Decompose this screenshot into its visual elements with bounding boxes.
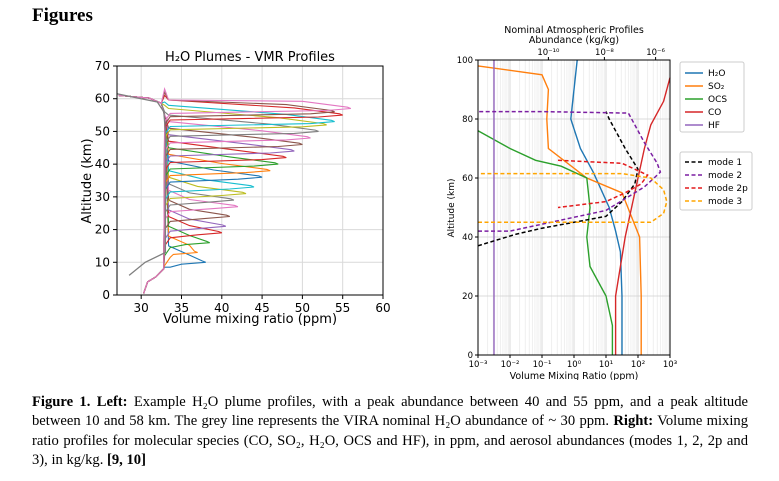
aerosol-mode-3 <box>478 172 668 224</box>
caption-right-text: Volume mixing ratio profiles for molecul… <box>32 413 748 468</box>
mode-legend-label: mode 2 <box>708 171 742 181</box>
gas-profile-co <box>614 77 671 355</box>
gas-legend: H₂O SO₂ OCS CO HF <box>679 61 745 133</box>
left-x-tick-label: 35 <box>174 301 189 315</box>
left-y-tick-label: 10 <box>95 255 110 269</box>
caption-fig-label: Figure 1. <box>32 394 91 410</box>
right-top-tick-label: 10⁻⁶ <box>646 48 665 58</box>
left-x-tick-label: 50 <box>295 301 310 315</box>
left-y-tick-label: 20 <box>95 223 110 237</box>
right-y-axis-label: Altitude (km) <box>447 178 457 237</box>
right-x-tick-label: 10⁻³ <box>469 360 488 370</box>
left-plot-frame <box>116 65 384 296</box>
gas-legend-label: HF <box>708 121 720 131</box>
left-x-tick-label: 60 <box>375 301 390 315</box>
right-y-tick-label: 60 <box>462 174 473 184</box>
left-y-tick-label: 40 <box>95 157 110 171</box>
left-y-tick-label: 50 <box>95 124 110 138</box>
left-y-tick-label: 30 <box>95 190 110 204</box>
left-x-tick-label: 55 <box>335 301 350 315</box>
left-x-axis-label: Volume mixing ratio (ppm) <box>163 312 337 327</box>
right-top-tick-label: 10⁻¹⁰ <box>537 48 560 58</box>
right-x-tick-label: 10⁰ <box>567 360 582 370</box>
mode-legend: mode 1 mode 2 mode 2p mode 3 <box>679 151 753 211</box>
plume-profile-line <box>118 86 352 294</box>
figures-heading: Figures <box>32 5 93 26</box>
plume-profile-line <box>118 94 206 294</box>
figure-caption: Figure 1. Left: Example H₂O plume profil… <box>32 393 748 470</box>
vira-reference-line <box>116 93 167 276</box>
left-y-axis-label: Altitude (km) <box>80 138 95 223</box>
right-y-tick-label: 0 <box>468 351 473 361</box>
mode-legend-label: mode 3 <box>708 197 742 207</box>
right-x-axis-label: Volume Mixing Ratio (ppm) <box>510 371 639 380</box>
right-y-tick-label: 20 <box>462 292 473 302</box>
aerosol-mode-2 <box>478 110 662 232</box>
atmospheric-profiles-chart: 10⁻³ 10⁻² 10⁻¹ 10⁰ 10¹ 10² 10³ 0 20 40 60 80 100 10⁻¹… <box>447 25 753 380</box>
aerosol-mode-1 <box>477 111 639 247</box>
right-x-tick-label: 10³ <box>663 360 677 370</box>
right-x-tick-label: 10⁻¹ <box>533 360 552 370</box>
right-chart-title: Nominal Atmospheric Profiles <box>504 25 644 36</box>
left-x-tick-label: 30 <box>134 301 149 315</box>
left-y-tick-label: 60 <box>95 92 110 106</box>
right-x-tick-label: 10² <box>631 360 645 370</box>
gas-profile-so2 <box>477 65 642 355</box>
mode-legend-label: mode 1 <box>708 158 742 168</box>
gas-legend-label: SO₂ <box>708 82 725 92</box>
right-y-tick-label: 40 <box>462 233 473 243</box>
caption-refs: [9, 10] <box>107 451 146 468</box>
right-y-tick-label: 80 <box>462 115 473 125</box>
caption-right-label: Right: <box>613 413 654 430</box>
h2o-plumes-chart: 30 35 40 45 50 55 60 0 10 20 30 40 50 60 70 H₂O Plumes… <box>80 50 391 327</box>
right-x-tick-label: 10¹ <box>599 360 613 370</box>
mode-legend-label: mode 2p <box>708 184 748 194</box>
left-y-tick-label: 70 <box>95 59 110 73</box>
gas-profile-ocs <box>477 130 614 355</box>
right-top-tick-label: 10⁻⁸ <box>595 48 614 58</box>
caption-left-label: Left: <box>96 394 128 410</box>
caption-left-text: Example H₂O plume profiles, with a peak … <box>32 394 748 430</box>
left-x-tick-label: 40 <box>214 301 229 315</box>
left-x-tick-label: 45 <box>254 301 269 315</box>
left-y-tick-label: 0 <box>102 288 110 302</box>
gas-legend-label: OCS <box>708 95 727 105</box>
gas-legend-label: CO <box>708 108 721 118</box>
left-chart-title: H₂O Plumes - VMR Profiles <box>165 50 335 65</box>
right-y-tick-label: 100 <box>457 56 473 66</box>
right-x-tick-label: 10⁻² <box>501 360 520 370</box>
gas-profile-h2o <box>570 59 623 355</box>
gas-legend-label: H₂O <box>708 69 725 79</box>
right-top-axis-label: Abundance (kg/kg) <box>529 35 619 46</box>
